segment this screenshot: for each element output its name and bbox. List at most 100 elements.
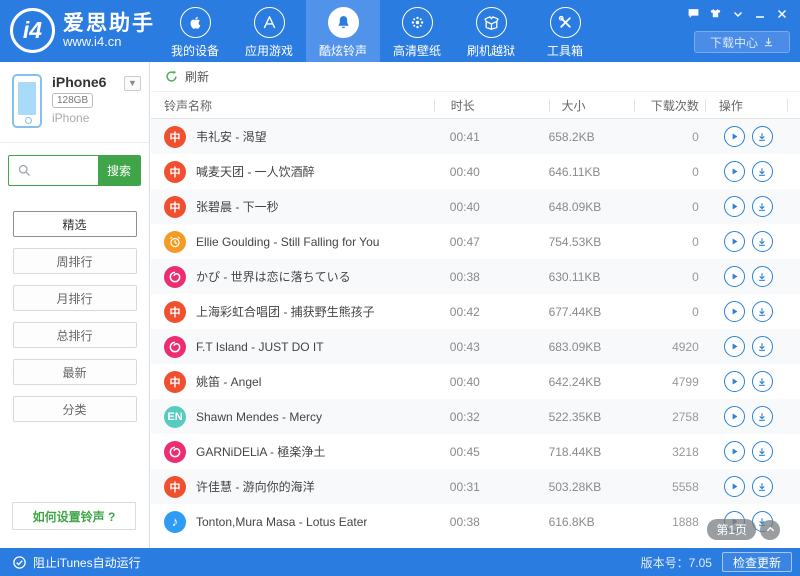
how-to-set-ringtone-button[interactable]: 如何设置铃声 ? <box>12 502 136 530</box>
play-button[interactable] <box>723 266 745 287</box>
ringtone-downloads: 0 <box>692 304 699 319</box>
ringtone-downloads: 5558 <box>672 479 699 494</box>
ringtone-category-badge: 中 <box>164 370 186 393</box>
play-icon <box>732 483 738 490</box>
menu-item-categories[interactable]: 分类 <box>12 396 137 422</box>
play-button[interactable] <box>723 161 745 182</box>
download-arrow-icon <box>759 412 766 421</box>
check-circle-icon <box>13 555 26 569</box>
play-button[interactable] <box>723 231 745 252</box>
ringtone-list: 中 韦礼安 - 渴望 00:41 658.2KB 0 中 喊麦天团 - 一人饮酒… <box>151 119 800 539</box>
block-itunes-toggle[interactable]: 阻止iTunes自动运行 <box>12 554 141 571</box>
back-to-top-button[interactable] <box>760 519 780 540</box>
skin-icon[interactable] <box>709 7 722 20</box>
tab-wallpapers[interactable]: 高清壁纸 <box>380 0 454 62</box>
tab-toolbox[interactable]: 工具箱 <box>528 0 602 62</box>
main-content: 刷新 铃声名称 时长 大小 下载次数 操作 中 韦礼安 - 渴望 00:41 6… <box>151 62 800 548</box>
tab-my-device[interactable]: 我的设备 <box>158 0 232 62</box>
play-button[interactable] <box>723 336 745 357</box>
play-icon <box>732 168 738 175</box>
swirl-icon <box>169 271 181 282</box>
table-row[interactable]: 中 姚笛 - Angel 00:40 642.24KB 4799 <box>151 364 800 399</box>
collapse-icon[interactable] <box>731 7 744 20</box>
ringtone-size: 718.44KB <box>548 444 602 459</box>
version-label: 版本号：7.05 <box>640 555 712 570</box>
ringtone-size: 616.8KB <box>548 514 595 529</box>
table-row[interactable]: F.T Island - JUST DO IT 00:43 683.09KB 4… <box>151 329 800 364</box>
menu-item-featured[interactable]: 精选 <box>12 211 137 237</box>
download-button[interactable] <box>751 161 773 182</box>
download-center-button[interactable]: 下载中心 <box>694 31 790 53</box>
menu-item-newest[interactable]: 最新 <box>12 359 137 385</box>
column-ringtone-name: 铃声名称 <box>164 98 213 113</box>
apple-icon <box>179 7 211 38</box>
menu-item-weekly[interactable]: 周排行 <box>12 248 137 274</box>
search-box[interactable]: 搜索 <box>8 155 141 186</box>
menu-item-overall[interactable]: 总排行 <box>12 322 137 348</box>
download-button[interactable] <box>751 476 773 497</box>
top-bar: i4 爱思助手 www.i4.cn 我的设备 应用游戏 <box>0 0 800 62</box>
table-row[interactable]: Ellie Goulding - Still Falling for You 0… <box>151 224 800 259</box>
tab-ringtones[interactable]: 酷炫铃声 <box>306 0 380 62</box>
tab-flash-jailbreak[interactable]: 刷机越狱 <box>454 0 528 62</box>
menu-item-monthly[interactable]: 月排行 <box>12 285 137 311</box>
table-row[interactable]: 中 喊麦天团 - 一人饮酒醉 00:40 646.11KB 0 <box>151 154 800 189</box>
download-button[interactable] <box>751 301 773 322</box>
table-row[interactable]: 中 许佳慧 - 游向你的海洋 00:31 503.28KB 5558 <box>151 469 800 504</box>
download-button[interactable] <box>751 196 773 217</box>
download-button[interactable] <box>751 266 773 287</box>
ringtone-category-badge <box>164 265 186 288</box>
download-button[interactable] <box>751 231 773 252</box>
play-button[interactable] <box>723 371 745 392</box>
close-icon[interactable] <box>775 7 788 20</box>
page-indicator: 第1页 <box>707 519 756 540</box>
device-dropdown-button[interactable]: ▼ <box>124 76 141 91</box>
play-button[interactable] <box>723 476 745 497</box>
table-row[interactable]: EN Shawn Mendes - Mercy 00:32 522.35KB 2… <box>151 399 800 434</box>
refresh-label: 刷新 <box>185 70 210 84</box>
table-row[interactable]: 中 张碧晨 - 下一秒 00:40 648.09KB 0 <box>151 189 800 224</box>
ringtone-downloads: 1888 <box>672 514 699 529</box>
divider <box>0 142 149 143</box>
ringtone-name: Shawn Mendes - Mercy <box>196 409 323 424</box>
play-button[interactable] <box>723 406 745 427</box>
table-row[interactable]: GARNiDELiA - 極楽浄土 00:45 718.44KB 3218 <box>151 434 800 469</box>
app-url: www.i4.cn <box>63 33 122 49</box>
ringtone-duration: 00:41 <box>449 129 480 144</box>
play-button[interactable] <box>723 196 745 217</box>
table-row[interactable]: かぴ - 世界は恋に落ちている 00:38 630.11KB 0 <box>151 259 800 294</box>
tab-label: 应用游戏 <box>244 44 293 58</box>
search-button[interactable]: 搜索 <box>98 156 140 185</box>
swirl-icon <box>169 341 181 352</box>
play-button[interactable] <box>723 441 745 462</box>
download-button[interactable] <box>751 126 773 147</box>
column-size: 大小 <box>548 98 634 113</box>
download-button[interactable] <box>751 371 773 392</box>
table-row[interactable]: 中 韦礼安 - 渴望 00:41 658.2KB 0 <box>151 119 800 154</box>
ringtone-downloads: 2758 <box>672 409 699 424</box>
device-name: iPhone6 <box>52 74 107 90</box>
minimize-icon[interactable] <box>753 7 766 20</box>
search-input[interactable] <box>9 156 98 185</box>
message-icon[interactable] <box>687 7 700 20</box>
check-update-button[interactable]: 检查更新 <box>721 552 792 572</box>
ringtone-duration: 00:31 <box>449 479 480 494</box>
download-button[interactable] <box>751 336 773 357</box>
search-icon <box>18 164 30 176</box>
refresh-button[interactable]: 刷新 <box>164 68 209 85</box>
play-button[interactable] <box>723 301 745 322</box>
table-row[interactable]: ♪ Tonton,Mura Masa - Lotus Eater 00:38 6… <box>151 504 800 539</box>
download-button[interactable] <box>751 406 773 427</box>
ringtone-category-badge: 中 <box>164 475 186 498</box>
table-row[interactable]: 中 上海彩虹合唱团 - 捕获野生熊孩子 00:42 677.44KB 0 <box>151 294 800 329</box>
column-duration: 时长 <box>433 98 549 113</box>
ringtone-size: 503.28KB <box>548 479 602 494</box>
play-button[interactable] <box>723 126 745 147</box>
ringtone-size: 646.11KB <box>548 164 601 179</box>
tab-label: 高清壁纸 <box>392 44 441 58</box>
window-controls <box>687 7 788 20</box>
download-button[interactable] <box>751 441 773 462</box>
tab-apps-games[interactable]: 应用游戏 <box>232 0 306 62</box>
ringtone-downloads: 0 <box>692 129 699 144</box>
ringtone-downloads: 0 <box>692 164 699 179</box>
